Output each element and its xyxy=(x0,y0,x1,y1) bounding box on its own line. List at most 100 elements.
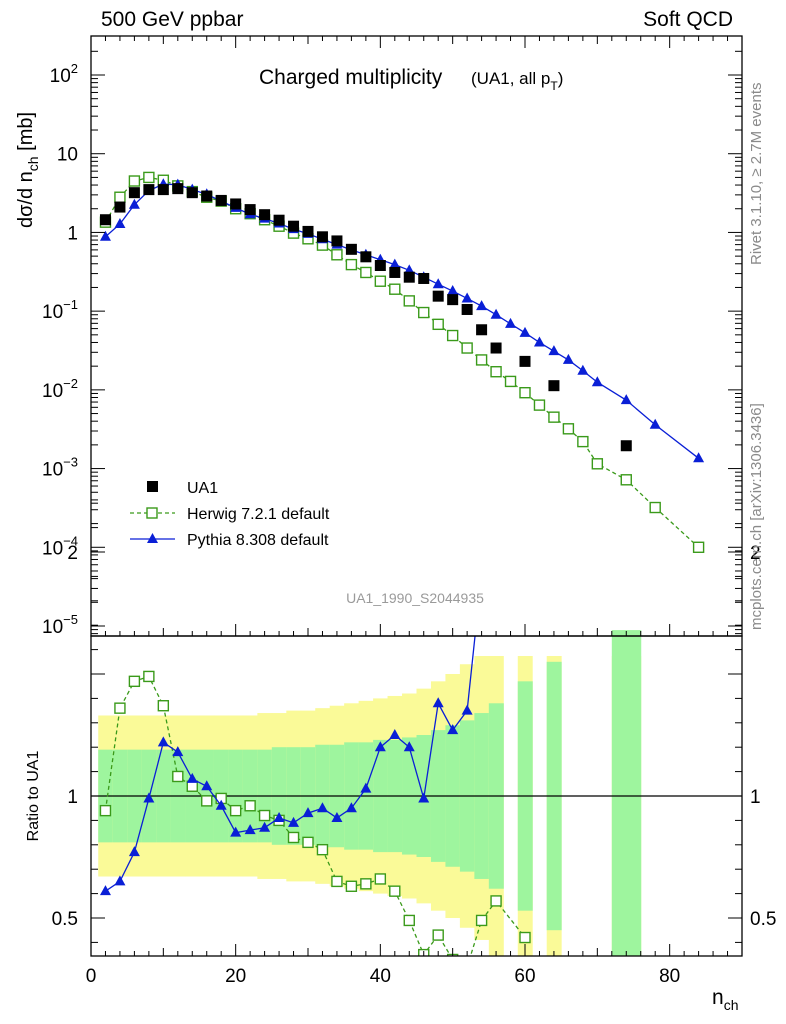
y-main-tick-exp: −4 xyxy=(63,533,78,548)
plot-title-main: Charged multiplicity xyxy=(259,66,443,89)
legend: UA1 Herwig 7.2.1 default Pythia 8.308 de… xyxy=(130,480,330,549)
ua1-data-point xyxy=(345,243,357,255)
pythia-ratio-point xyxy=(172,746,184,757)
herwig-ratio-point xyxy=(114,702,126,714)
y-main-tick-label: 10−5 xyxy=(42,612,78,638)
pythia-main-point xyxy=(620,394,632,405)
ua1-data-point xyxy=(99,214,111,226)
ua1-data-point xyxy=(302,225,314,237)
pythia-ratio-point xyxy=(461,704,473,715)
herwig-main-point xyxy=(649,501,661,514)
pythia-ratio-point xyxy=(273,811,285,822)
herwig-ratio-point xyxy=(360,878,372,890)
ua1-data-point xyxy=(114,201,126,213)
y-main-tick-base: 10 xyxy=(42,302,63,323)
legend-herwig-label: Herwig 7.2.1 default xyxy=(187,506,330,523)
pythia-main-point xyxy=(505,317,517,328)
ua1-data-point xyxy=(432,290,444,302)
pythia-ratio-point xyxy=(548,473,559,483)
y-main-tick-label: 10−1 xyxy=(42,297,78,323)
x-tick-label: 60 xyxy=(514,966,535,987)
herwig-ratio-point xyxy=(345,880,358,892)
y-main-tick-base: 10 xyxy=(42,381,63,402)
ua1-data-point xyxy=(403,271,415,283)
herwig-main-point xyxy=(461,342,473,354)
y-main-tick-base: 10 xyxy=(42,460,63,481)
ua1-data-point xyxy=(201,190,213,202)
herwig-main-point xyxy=(504,375,517,388)
pythia-ratio-point xyxy=(520,497,531,507)
pythia-ratio-point xyxy=(403,741,415,752)
pythia-main-point xyxy=(99,230,111,241)
band-inner xyxy=(611,630,642,956)
ua1-data-point xyxy=(143,184,155,196)
y-main-tick-label: 10−4 xyxy=(42,533,78,559)
ua1-data-point xyxy=(360,251,372,263)
analysis-id: UA1_1990_S2044935 xyxy=(346,590,484,606)
legend-pythia-label: Pythia 8.308 default xyxy=(187,532,329,549)
ua1-data-point xyxy=(288,220,300,232)
y-main-tick-label: 10 xyxy=(57,145,78,166)
herwig-ratio-point xyxy=(287,831,300,844)
pythia-main-series xyxy=(99,178,705,463)
pythia-ratio-point xyxy=(288,816,300,827)
herwig-ratio-point xyxy=(258,809,271,822)
pythia-ratio-point xyxy=(230,826,242,837)
herwig-ratio-point xyxy=(374,873,387,885)
pythia-ratio-point xyxy=(99,885,111,896)
y-main-tick-label: 10−2 xyxy=(42,376,78,402)
ua1-data-point xyxy=(316,231,328,243)
x-axis-label-text: n xyxy=(712,986,724,1009)
y-main-tick-base: 10 xyxy=(42,617,63,638)
herwig-ratio-point xyxy=(331,875,343,888)
herwig-main-point xyxy=(562,423,575,435)
herwig-main-point xyxy=(620,474,632,486)
herwig-main-point xyxy=(533,399,546,411)
herwig-ratio-point xyxy=(490,895,502,907)
pythia-main-point xyxy=(447,285,459,296)
pythia-main-point xyxy=(533,336,545,347)
pythia-ratio-line xyxy=(105,636,476,892)
ua1-data-point xyxy=(461,303,473,315)
herwig-ratio-series xyxy=(99,670,531,956)
ua1-data-point xyxy=(447,294,459,306)
herwig-ratio-point xyxy=(403,914,415,927)
ua1-data-point xyxy=(244,204,256,216)
pythia-main-line xyxy=(105,183,699,459)
herwig-main-point xyxy=(446,329,459,342)
pythia-main-point xyxy=(548,345,560,356)
pythia-main-point xyxy=(389,258,401,269)
pythia-main-point xyxy=(519,326,531,337)
process-label: Soft QCD xyxy=(643,8,733,31)
y-ratio-tick-label-right: 0.5 xyxy=(750,909,776,930)
herwig-ratio-point xyxy=(172,770,184,783)
pythia-ratio-point xyxy=(374,741,386,752)
y-main-tick-label: 102 xyxy=(50,61,78,87)
pythia-ratio-point xyxy=(215,799,227,810)
herwig-main-point xyxy=(345,258,358,271)
y-main-tick-exp: 2 xyxy=(71,61,78,76)
herwig-main-point xyxy=(143,171,155,184)
pythia-main-point xyxy=(649,418,661,429)
ua1-data-series xyxy=(99,183,632,452)
pythia-ratio-point xyxy=(186,772,198,783)
ua1-data-point xyxy=(273,214,285,226)
y-axis-label-main-text: dσ/d n xyxy=(15,171,37,228)
pythia-ratio-point xyxy=(447,724,459,735)
rivet-info: Rivet 3.1.10, ≥ 2.7M events xyxy=(748,83,765,266)
herwig-main-point xyxy=(692,541,705,553)
plot-title: Charged multiplicity xyxy=(259,66,443,89)
ua1-data-point xyxy=(519,355,531,367)
y-main-tick-base: 10 xyxy=(50,66,71,87)
pythia-main-point xyxy=(490,308,502,319)
y-main-tick-label: 1 xyxy=(67,223,78,244)
y-main-tick-exp: −5 xyxy=(63,612,78,627)
ua1-data-point xyxy=(548,380,560,392)
pythia-ratio-point xyxy=(128,846,140,857)
pythia-ratio-point xyxy=(316,802,328,813)
ua1-data-point xyxy=(172,183,184,195)
y-axis-label-main: dσ/d nch [mb] xyxy=(15,112,41,228)
ua1-data-point xyxy=(186,187,198,199)
ua1-data-point xyxy=(476,324,488,336)
